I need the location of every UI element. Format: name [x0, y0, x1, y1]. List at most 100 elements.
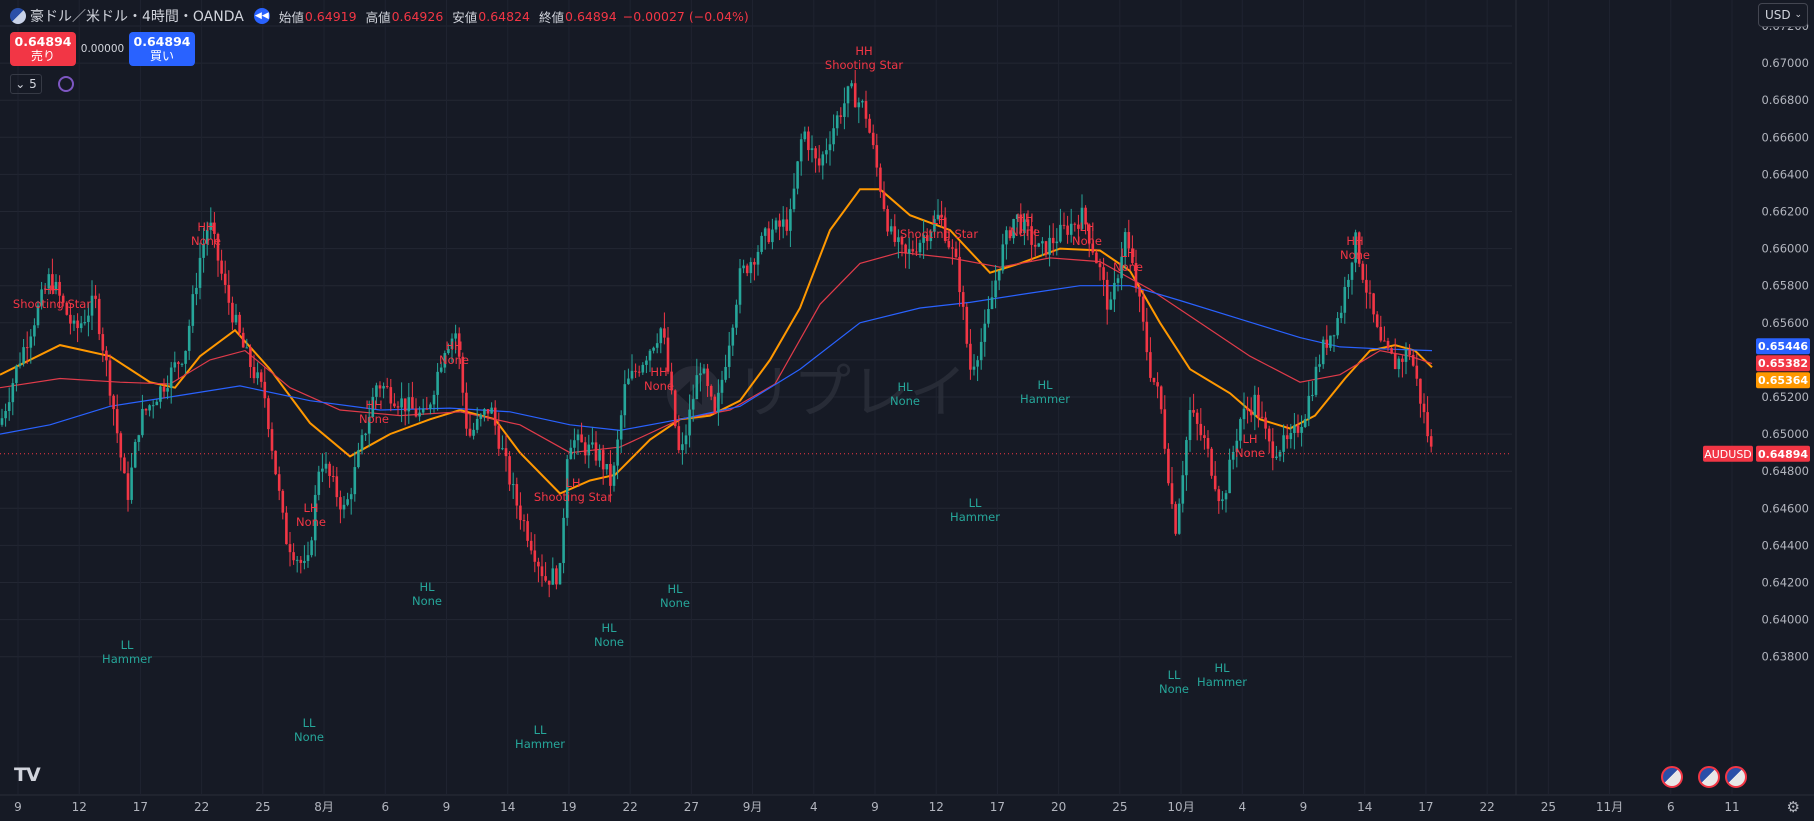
candle-body [616, 439, 619, 466]
candle-body [508, 456, 511, 485]
candle-body [429, 404, 432, 409]
candle-body [144, 408, 148, 411]
candle-body [184, 350, 187, 364]
candle-body [303, 560, 306, 563]
candle-body [1001, 244, 1005, 271]
candle-body [778, 220, 781, 227]
candle-body [691, 399, 695, 410]
candle-body [335, 476, 339, 498]
candle-body [727, 345, 731, 367]
candle-body [522, 520, 526, 522]
symbol-header: 豪ドル／米ドル・4時間・OANDA ◀◀ 始値 0.64919 高値 0.64926… [10, 6, 749, 26]
candle-body [1073, 223, 1077, 225]
candle-body [1300, 426, 1303, 433]
candle-body [1084, 207, 1087, 225]
candle-body [238, 314, 241, 333]
moving-average-line [0, 251, 1433, 454]
candle-body [1221, 499, 1224, 502]
swing-label-pattern: Hammer [102, 652, 152, 666]
candle-body [868, 118, 871, 133]
swing-label-pattern: None [1340, 248, 1370, 262]
time-tick-label: 12 [72, 800, 87, 814]
candle-body [349, 494, 353, 500]
price-tick-label: 0.66400 [1761, 167, 1809, 181]
candle-body [947, 240, 951, 248]
candle-body [814, 148, 817, 159]
candle-body [454, 333, 457, 339]
sell-button[interactable]: 0.64894 売り [10, 32, 76, 66]
candle-body [1318, 364, 1321, 367]
candle-body [1354, 232, 1357, 263]
candle-body [400, 398, 403, 408]
candle-body [447, 348, 450, 354]
candle-body [479, 414, 483, 419]
symbol-title[interactable]: 豪ドル／米ドル・4時間・OANDA [30, 9, 244, 25]
candle-body [857, 102, 861, 108]
candle-body [450, 338, 454, 349]
candle-body [659, 328, 663, 344]
candle-body [105, 350, 108, 361]
candle-body [1365, 279, 1368, 293]
candle-body [623, 384, 627, 416]
gear-icon[interactable]: ⚙ [1786, 798, 1800, 816]
swing-label-type: HL [419, 580, 435, 594]
candle-body [1059, 224, 1062, 242]
candle-body [195, 287, 198, 295]
candle-body [663, 328, 666, 338]
time-tick-label: 11月 [1596, 800, 1623, 814]
price-tick-label: 0.64400 [1761, 538, 1809, 552]
time-tick-label: 12 [929, 800, 944, 814]
currency-selector[interactable]: USD ⌄ [1758, 3, 1808, 27]
candle-body [414, 408, 418, 417]
us-flag-icon[interactable] [1698, 766, 1720, 788]
candle-body [1113, 282, 1116, 300]
us-flag-icon[interactable] [1661, 766, 1683, 788]
sync-icon[interactable] [58, 76, 74, 92]
candle-body [634, 370, 637, 372]
candle-body [33, 325, 36, 337]
candle-body [843, 103, 846, 117]
candle-body [807, 131, 810, 151]
candle-body [943, 217, 947, 241]
candle-body [1116, 278, 1120, 283]
price-badge [1756, 372, 1810, 389]
swing-label-type: HH [650, 365, 667, 379]
candle-body [18, 363, 22, 366]
candle-body [569, 447, 573, 460]
candle-body [771, 229, 774, 243]
buy-button[interactable]: 0.64894 買い [129, 32, 195, 66]
candle-body [396, 406, 400, 408]
candle-body [79, 323, 83, 329]
candle-body [213, 222, 216, 234]
candle-body [983, 323, 987, 342]
indicators-collapse-button[interactable]: ⌄ 5 [10, 74, 42, 94]
candle-body [583, 442, 587, 456]
candle-body [1091, 243, 1095, 253]
price-tick-label: 0.66000 [1761, 242, 1809, 256]
price-badge-value: 0.65446 [1758, 340, 1808, 353]
candle-body [853, 83, 857, 108]
candle-body [684, 435, 688, 445]
time-axis[interactable]: 9 12 17 22 25 8月 6 9 14 19 22 27 9月 4 9 12 17 20 25 10月 4 9 14… [14, 800, 1739, 814]
candle-body [112, 395, 115, 410]
candle-body [1095, 252, 1098, 264]
price-tick-label: 0.66200 [1761, 205, 1809, 219]
grid [0, 0, 1814, 796]
swing-label-pattern: None [1072, 234, 1102, 248]
au-flag-icon[interactable] [1725, 766, 1747, 788]
price-badge [1756, 338, 1810, 355]
price-tick-label: 0.67000 [1761, 56, 1809, 70]
candle-body [1181, 475, 1185, 504]
candle-body [483, 409, 486, 415]
candle-body [227, 284, 231, 303]
candle-body [1069, 223, 1073, 235]
swing-label-pattern: None [1010, 225, 1040, 239]
candle-body [825, 150, 828, 155]
price-tick-label: 0.66800 [1761, 93, 1809, 107]
replay-icon[interactable]: ◀◀ [253, 8, 270, 24]
tradingview-logo[interactable]: TV [14, 764, 41, 786]
indicator-count: 5 [29, 77, 37, 91]
price-tick-label: 0.64600 [1761, 501, 1809, 515]
candle-body [630, 370, 634, 379]
